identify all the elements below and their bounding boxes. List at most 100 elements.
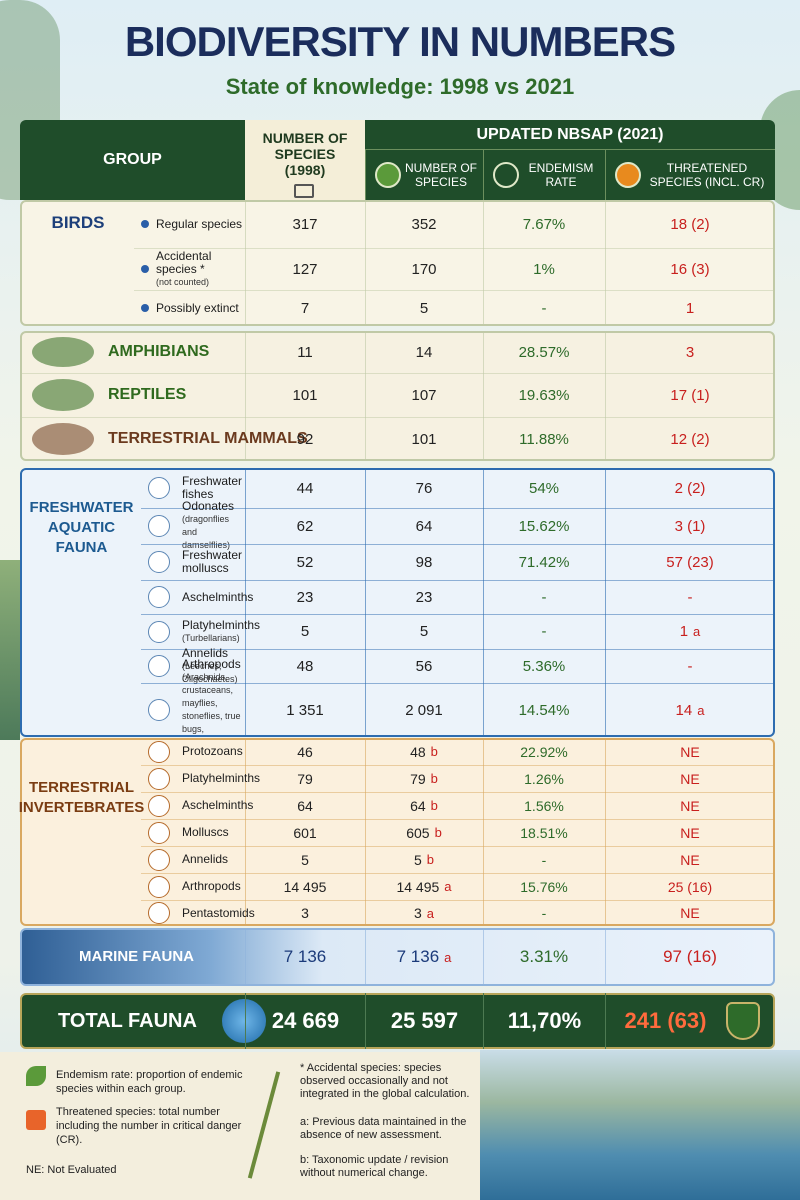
cell-value: 3.31% xyxy=(519,947,569,966)
row-line xyxy=(141,544,775,545)
row-label-detail: (dragonflies and damselflies) xyxy=(182,514,231,550)
bullet xyxy=(141,220,149,228)
row-icon xyxy=(148,767,170,790)
row-label-detail: (Leeches, Oligochaetes) xyxy=(182,660,238,684)
col-line xyxy=(245,740,246,924)
footer-right: b: Taxonomic update / revision without n… xyxy=(300,1154,449,1179)
cell-threatened: 16 (3) xyxy=(605,248,775,290)
cell-value: 101 xyxy=(411,430,437,448)
row-label-text: Platyhelminths xyxy=(182,771,261,785)
cell-endemism: 3.31% xyxy=(483,928,605,986)
section-box xyxy=(20,738,775,926)
col-line xyxy=(483,930,484,984)
cell-value: - xyxy=(541,905,547,921)
footer-panel xyxy=(0,1052,480,1200)
col-divider xyxy=(605,150,606,200)
cell-value: 1 351 xyxy=(286,701,324,719)
col-line xyxy=(483,470,484,735)
row-line xyxy=(141,846,775,847)
row-line xyxy=(134,290,775,291)
cell-n1998: 46 xyxy=(245,738,365,765)
col-line xyxy=(245,470,246,735)
row-line xyxy=(141,819,775,820)
decor-landscape xyxy=(0,560,20,740)
cell-threatened: NE xyxy=(605,792,775,819)
cell-value: - xyxy=(541,851,547,868)
row-label: Regular species xyxy=(156,200,243,248)
cell-n1998: 14 495 xyxy=(245,873,365,900)
cell-endemism: 19.63% xyxy=(483,373,605,417)
cell-endemism: 54% xyxy=(483,468,605,508)
cell-endemism: 15.62% xyxy=(483,508,605,544)
calendar-icon xyxy=(294,184,314,198)
col-line xyxy=(605,470,606,735)
cell-endemism: 7.67% xyxy=(483,200,605,248)
group-label: TERRESTRIAL MAMMALS xyxy=(108,430,308,447)
row-icon xyxy=(148,794,170,817)
col-line xyxy=(605,930,606,984)
cell-threatened: 14 a xyxy=(605,683,775,737)
cell-endemism: - xyxy=(483,580,605,614)
cell-value: 18 (2) xyxy=(670,215,710,233)
cell-value: 5 xyxy=(419,623,429,640)
cell-value: NE xyxy=(680,905,700,921)
note-icon xyxy=(26,1066,46,1086)
row-label-detail: (Turbellarians) xyxy=(182,632,240,643)
cell-value: 317 xyxy=(292,215,318,233)
cell-value: 22.92% xyxy=(520,743,568,760)
cell-value: 18.51% xyxy=(520,824,568,841)
cell-value: - xyxy=(541,588,547,606)
cell-value: 71.42% xyxy=(518,553,570,571)
section-box xyxy=(20,331,775,461)
cell-value: 14 xyxy=(415,343,433,361)
cell-value: 64 xyxy=(415,517,433,535)
row-icon xyxy=(148,655,170,677)
row-label-text: Pentastomids xyxy=(182,905,255,920)
row-label-text: Arthropods xyxy=(182,879,241,893)
cell-value: 12 (2) xyxy=(670,430,710,448)
cell-value: 7 136 xyxy=(283,947,327,966)
row-label: Platyhelminths (Turbellarians) xyxy=(182,614,260,649)
row-line xyxy=(141,580,775,581)
cell-n2021: 5 xyxy=(365,614,483,649)
col-divider xyxy=(483,150,484,200)
cell-value: 1.56% xyxy=(524,797,564,814)
cell-n1998: 23 xyxy=(245,580,365,614)
cell-n2021: 605 b xyxy=(365,819,483,846)
cell-value: 14 xyxy=(675,701,693,719)
cell-value: 5.36% xyxy=(522,657,566,675)
col-endemism: ENDEMISM RATE xyxy=(528,161,594,189)
cell-value: 64 xyxy=(410,797,426,814)
row-icon xyxy=(148,902,170,924)
cell-value: 1.26% xyxy=(524,770,564,787)
cell-value: 76 xyxy=(415,479,433,497)
group-icon xyxy=(32,423,94,455)
bullet xyxy=(141,304,149,312)
cell-n1998: 92 xyxy=(245,417,365,461)
cell-value: NE xyxy=(680,770,700,787)
total-threatened: 241 (63) xyxy=(605,993,725,1049)
cell-note: a xyxy=(693,624,701,639)
row-label-text: Regular species xyxy=(156,216,243,231)
cell-threatened: NE xyxy=(605,765,775,792)
cell-value: 23 xyxy=(415,588,433,606)
row-label: Freshwater molluscs xyxy=(182,544,243,580)
header-icon xyxy=(493,162,519,188)
cell-threatened: 57 (23) xyxy=(605,544,775,580)
header-icon xyxy=(615,162,641,188)
cell-value: 107 xyxy=(411,386,437,404)
cell-value: 52 xyxy=(296,553,314,571)
cell-endemism: 1% xyxy=(483,248,605,290)
group-icon xyxy=(32,379,94,411)
cell-n1998: 7 136 xyxy=(245,928,365,986)
row-label: Annelids (Leeches, Oligochaetes) xyxy=(182,646,243,684)
cell-value: 56 xyxy=(415,657,433,675)
row-icon xyxy=(148,551,170,573)
cell-value: NE xyxy=(680,743,700,760)
cell-n2021: 48 b xyxy=(365,738,483,765)
cell-value: 46 xyxy=(297,743,313,760)
row-line xyxy=(20,373,775,374)
row-icon xyxy=(148,875,170,898)
